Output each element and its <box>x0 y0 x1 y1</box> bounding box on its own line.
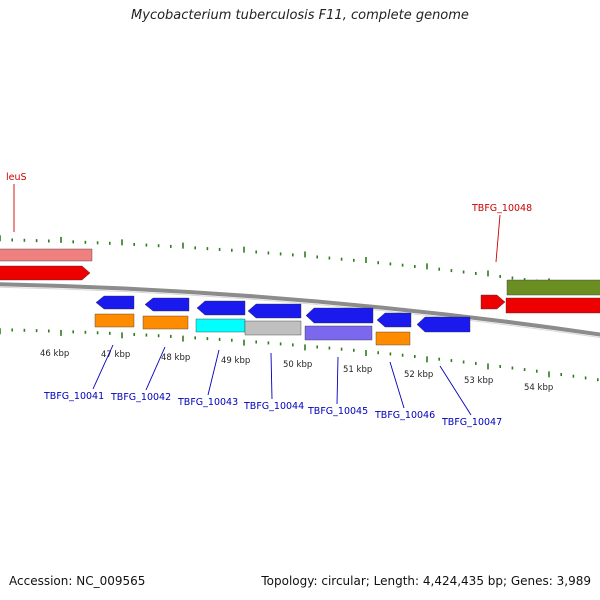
scale-label: 54 kbp <box>524 383 553 393</box>
callout-line <box>495 214 501 263</box>
callout-line <box>336 356 339 405</box>
feature-label-TBFG_10041: TBFG_10041 <box>43 391 104 402</box>
gene-leuS-block <box>0 248 93 262</box>
cog-block-6 <box>375 331 411 346</box>
feature-label-TBFG_10043: TBFG_10043 <box>177 397 238 408</box>
callout-line <box>389 361 405 409</box>
cog-block-5 <box>304 325 373 341</box>
genome-backbone-inner <box>0 286 600 339</box>
cog-block-2 <box>142 315 189 330</box>
scale-label: 46 kbp <box>40 349 69 359</box>
topology-summary: Topology: circular; Length: 4,424,435 bp… <box>261 574 591 588</box>
gene-leuS-arrow <box>0 265 91 281</box>
scale-label: 47 kbp <box>101 350 130 360</box>
gene-TBFG_10047 <box>416 316 471 333</box>
gene-TBFG_10044 <box>247 303 302 319</box>
scale-label: 53 kbp <box>464 376 493 386</box>
callout-line <box>270 352 273 400</box>
scale-label: 48 kbp <box>161 353 190 363</box>
accession-text: Accession: NC_009565 <box>9 574 146 588</box>
cog-block-4 <box>244 320 302 336</box>
gene-TBFG_10043 <box>196 300 246 316</box>
gene-TBFG_10045 <box>305 307 374 324</box>
map-title: Mycobacterium tuberculosis F11, complete… <box>131 8 469 23</box>
scale-label: 51 kbp <box>343 365 372 375</box>
callout-line <box>145 346 166 391</box>
callout-line <box>92 344 114 390</box>
feature-label-TBFG_10045: TBFG_10045 <box>307 406 368 417</box>
genome-backbone <box>0 282 600 337</box>
cog-block-3 <box>195 318 246 333</box>
gene-TBFG_10041 <box>95 295 135 310</box>
feature-label-TBFG_10047: TBFG_10047 <box>441 417 502 428</box>
gene-TBFG_10048 <box>480 294 506 310</box>
cog-block-1 <box>94 313 135 328</box>
scale-label: 49 kbp <box>221 356 250 366</box>
scale-label: 50 kbp <box>283 360 312 370</box>
feature-label-TBFG_10046: TBFG_10046 <box>374 410 435 421</box>
feature-label-TBFG_10044: TBFG_10044 <box>243 401 304 412</box>
gene-TBFG_10042 <box>144 297 190 312</box>
feature-label-leuS: leuS <box>6 172 27 183</box>
gene-red-right <box>505 297 600 314</box>
gene-TBFG_10046 <box>376 312 412 328</box>
callout-line <box>439 365 472 416</box>
callout-line <box>207 349 220 396</box>
feature-label-TBFG_10042: TBFG_10042 <box>110 392 171 403</box>
cog-block-olive <box>506 279 600 296</box>
scale-label: 52 kbp <box>404 370 433 380</box>
feature-label-TBFG_10048: TBFG_10048 <box>471 203 532 214</box>
